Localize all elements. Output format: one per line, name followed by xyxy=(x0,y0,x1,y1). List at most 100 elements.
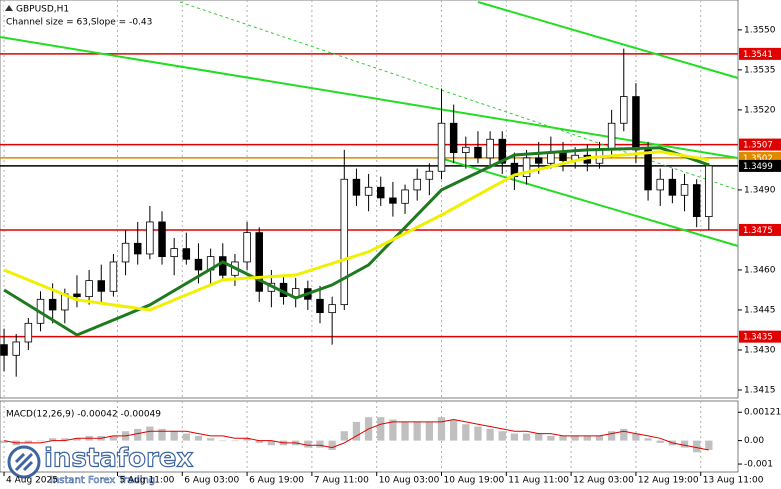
candle-body xyxy=(559,152,567,161)
candle-body xyxy=(340,178,349,306)
grid xyxy=(0,0,738,472)
y-tick-label: 1.3490 xyxy=(744,185,776,195)
channel-line xyxy=(439,157,739,247)
candle-body xyxy=(255,232,263,292)
candle-body xyxy=(534,157,543,164)
macd-bar xyxy=(535,433,543,441)
macd-bar xyxy=(231,440,239,442)
macd-bar xyxy=(182,433,190,441)
y-tick-label: 0.00 xyxy=(744,436,764,446)
x-tick-label: 4 Aug 2025 xyxy=(6,476,58,486)
level-label-box xyxy=(739,330,781,343)
y-tick-label: 1.3460 xyxy=(744,265,776,275)
x-tick-label: 6 Aug 03:00 xyxy=(184,476,239,486)
x-tick-label: 5 Aug 11:00 xyxy=(119,476,174,486)
candle-body xyxy=(486,138,494,159)
macd-bar xyxy=(680,440,689,448)
candle-body xyxy=(522,157,531,177)
y-tick-label: 1.3430 xyxy=(744,345,776,355)
candle-body xyxy=(0,344,8,356)
candle-body xyxy=(692,184,701,218)
macd-bar xyxy=(377,417,385,441)
y-tick-label: 1.3415 xyxy=(744,385,776,395)
candle-body xyxy=(632,96,640,151)
macd-bar xyxy=(267,440,276,446)
candle-body xyxy=(12,341,20,356)
watermark-tagline: Instant Forex Trading xyxy=(50,475,155,486)
level-label: 1.3541 xyxy=(743,50,773,60)
macd-bar xyxy=(219,440,227,442)
macd-bar xyxy=(194,435,203,441)
candle-body xyxy=(364,186,373,196)
x-tick-label: 7 Aug 11:00 xyxy=(314,476,369,486)
candle-body xyxy=(377,186,385,199)
candle-body xyxy=(547,152,555,164)
macd-bar xyxy=(401,421,409,441)
macd-bar xyxy=(498,431,506,441)
candle-body xyxy=(97,280,106,292)
macd-bar xyxy=(352,421,361,441)
macd-bar xyxy=(146,426,154,441)
candle-body xyxy=(109,261,118,292)
macd-bar xyxy=(595,435,604,441)
macd-bar xyxy=(620,428,628,441)
macd-bar xyxy=(36,440,45,442)
level-label: 1.3502 xyxy=(743,154,773,164)
macd-bar xyxy=(607,431,616,441)
macd-bar xyxy=(693,440,701,453)
macd-bar xyxy=(304,440,312,448)
candle-body xyxy=(425,170,434,180)
macd-bar xyxy=(559,435,567,441)
candle-body xyxy=(316,298,324,314)
candle-body xyxy=(705,165,713,218)
macd-signal xyxy=(4,418,709,451)
macd-bar xyxy=(73,438,81,441)
macd-bar xyxy=(571,435,579,441)
x-tick-label: 6 Aug 19:00 xyxy=(249,476,304,486)
macd-bar xyxy=(705,440,713,450)
macd-bar xyxy=(547,435,555,441)
candle-body xyxy=(462,146,470,153)
x-tick-label: 10 Aug 03:00 xyxy=(379,476,440,486)
candle-body xyxy=(85,280,93,298)
macd-bar xyxy=(389,419,397,441)
macd-bar xyxy=(450,419,458,441)
watermark-logo xyxy=(14,452,34,472)
macd-bar xyxy=(61,438,69,441)
macd-bar xyxy=(316,440,324,448)
y-tick-label: -0.001 xyxy=(744,460,773,470)
candle-body xyxy=(401,189,409,204)
macd-bar xyxy=(413,421,421,441)
level-label-box xyxy=(739,223,781,236)
macd-bar xyxy=(255,440,263,443)
candle-body xyxy=(620,96,628,124)
channel-mid xyxy=(179,1,739,191)
macd-bar xyxy=(243,438,251,441)
title-icon xyxy=(5,5,13,11)
candle-body xyxy=(194,258,203,271)
marks xyxy=(0,48,713,453)
y-tick-label: 1.3445 xyxy=(744,305,776,315)
macd-bar xyxy=(158,428,166,441)
candle-body xyxy=(413,178,421,191)
candle-body xyxy=(219,256,227,276)
candle-body xyxy=(352,178,361,196)
level-label: 1.3475 xyxy=(743,226,773,236)
candle-body xyxy=(182,248,191,260)
macd-bar xyxy=(134,428,142,441)
macd-bar xyxy=(206,438,215,441)
macd-bar xyxy=(49,438,57,441)
macd-bar xyxy=(510,433,519,441)
x-tick-label: 13 Aug 11:00 xyxy=(703,476,764,486)
moving-average xyxy=(3,150,710,312)
level-label: 1.3435 xyxy=(743,333,773,343)
macd-bar xyxy=(486,428,494,441)
macd-bar xyxy=(656,440,664,443)
macd-bar xyxy=(0,440,8,443)
macd-bar xyxy=(437,417,446,441)
y-tick-label: 1.3520 xyxy=(744,105,776,115)
candle-body xyxy=(474,146,482,159)
macd-bar xyxy=(109,435,118,441)
candle-body xyxy=(158,221,166,258)
